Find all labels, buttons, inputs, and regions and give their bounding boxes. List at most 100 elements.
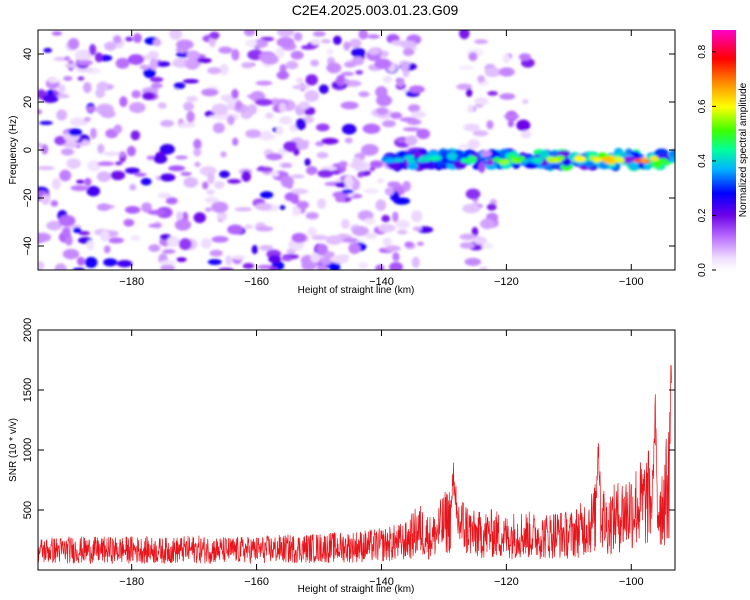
heatmap-cell	[251, 244, 258, 255]
heatmap-cell	[147, 209, 166, 215]
snr-y-ticks: 500 1000 1500 2000	[22, 318, 675, 519]
heatmap-cell	[361, 143, 379, 156]
heatmap-cell	[231, 88, 239, 99]
heatmap-cell	[193, 138, 202, 150]
heatmap-cell	[207, 259, 222, 266]
heatmap-cell	[520, 130, 532, 139]
heatmap-cell	[268, 266, 278, 270]
snr-x-ticks: −180 −160 −140 −120 −100	[119, 330, 644, 588]
heatmap-cell	[396, 138, 407, 143]
heatmap-cell	[628, 161, 639, 171]
heatmap-cell	[72, 227, 82, 234]
heatmap-cell	[227, 115, 235, 126]
heatmap-cell	[464, 257, 482, 266]
heatmap-cell	[276, 125, 284, 136]
heatmap-cell	[317, 169, 334, 178]
heatmap-cell	[316, 198, 327, 209]
heatmap-cell	[65, 236, 73, 246]
heatmap-cell	[321, 137, 339, 145]
heatmap-cell	[344, 137, 353, 144]
colorbar-tick-label: 0.0	[697, 263, 708, 277]
heatmap-cell	[279, 63, 287, 74]
heatmap-cell	[63, 76, 73, 81]
heatmap-cell	[47, 78, 62, 83]
heatmap-cell	[459, 242, 475, 249]
heatmap-cell	[178, 238, 192, 251]
heatmap-cell	[416, 157, 428, 163]
heatmap-cell	[280, 175, 294, 188]
heatmap-cell	[320, 257, 332, 266]
heatmap-cell	[174, 219, 192, 231]
heatmap-cell	[112, 35, 122, 44]
heatmap-cell	[341, 218, 350, 230]
heatmap-x-axis-label: Height of straight line (km)	[298, 285, 415, 296]
heatmap-cell	[280, 162, 293, 169]
heatmap-cell	[574, 156, 586, 162]
heatmap-cell	[305, 74, 318, 86]
heatmap-cell	[278, 102, 287, 113]
heatmap-cell	[43, 47, 53, 53]
heatmap-cell	[212, 122, 225, 134]
heatmap-cell	[291, 174, 305, 179]
heatmap-cell	[70, 184, 89, 192]
heatmap-cell	[292, 84, 310, 90]
heatmap-cell	[38, 261, 45, 270]
colorbar-tick-label: 0.8	[697, 44, 708, 58]
heatmap-cell	[326, 62, 342, 74]
heatmap-cell	[186, 50, 200, 60]
heatmap-cell	[498, 67, 515, 77]
heatmap-cell	[316, 243, 328, 255]
heatmap-x-tick-label: −140	[369, 276, 394, 288]
heatmap-cell	[298, 101, 311, 110]
heatmap-cell	[265, 112, 274, 119]
heatmap-cell	[129, 183, 137, 191]
heatmap-cell	[315, 141, 325, 147]
heatmap-cell	[473, 236, 488, 245]
heatmap-cell	[176, 211, 184, 221]
heatmap-cell	[175, 39, 194, 50]
heatmap-cell	[173, 82, 186, 90]
heatmap-cell	[96, 81, 109, 92]
heatmap-cell	[277, 148, 288, 155]
heatmap-cell	[38, 142, 43, 148]
heatmap-cell	[467, 104, 474, 113]
heatmap-cell	[295, 118, 307, 131]
heatmap-cell	[97, 143, 105, 154]
heatmap-cell	[381, 214, 391, 223]
colorbar: 0.0 0.2 0.4 0.6 0.8 Normalized spectral ampl…	[697, 30, 749, 277]
heatmap-cell	[281, 256, 293, 262]
heatmap-cell	[390, 112, 403, 119]
heatmap-cell	[276, 70, 290, 80]
heatmap-cell	[209, 249, 223, 257]
heatmap-cell	[38, 232, 46, 244]
heatmap-cell	[304, 158, 311, 167]
heatmap-cell	[169, 30, 183, 40]
heatmap-cell	[384, 187, 395, 196]
colorbar-gradient	[712, 30, 736, 270]
heatmap-cell	[201, 88, 219, 97]
heatmap-cell	[330, 169, 341, 175]
heatmap-cell	[306, 165, 318, 175]
heatmap-cell	[115, 57, 130, 69]
heatmap-cell	[285, 60, 299, 70]
heatmap-cell	[218, 170, 230, 178]
heatmap-cell	[119, 96, 128, 108]
heatmap-cell	[87, 160, 102, 172]
colorbar-tick-label: 0.4	[697, 154, 708, 168]
heatmap-cell	[103, 258, 118, 267]
heatmap-cell	[462, 203, 481, 214]
snr-background	[38, 330, 675, 570]
snr-y-axis-label: SNR (10 * v/v)	[8, 418, 19, 482]
chart-title: C2E4.2025.003.01.23.G09	[291, 2, 459, 18]
heatmap-cell	[502, 53, 511, 64]
heatmap-cell	[127, 54, 145, 65]
heatmap-cell	[358, 30, 369, 40]
heatmap-cell	[166, 236, 181, 247]
heatmap-cell	[68, 128, 83, 137]
heatmap-cell	[404, 135, 418, 146]
heatmap-cell	[326, 48, 334, 55]
heatmap-cell	[321, 39, 331, 44]
heatmap-y-tick-label: 0	[22, 147, 34, 153]
heatmap-cell	[247, 104, 258, 115]
heatmap-cell	[168, 165, 186, 172]
